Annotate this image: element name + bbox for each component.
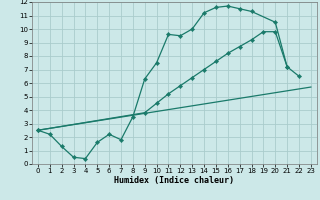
X-axis label: Humidex (Indice chaleur): Humidex (Indice chaleur) — [115, 176, 234, 185]
